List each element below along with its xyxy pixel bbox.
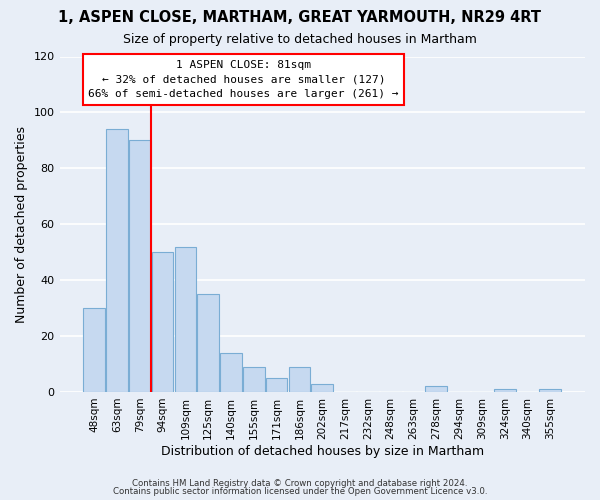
Bar: [83, 308, 105, 392]
Bar: [106, 129, 128, 392]
Bar: [175, 246, 196, 392]
Bar: [197, 294, 219, 392]
Bar: [425, 386, 447, 392]
Bar: [539, 389, 561, 392]
Bar: [289, 367, 310, 392]
Text: Size of property relative to detached houses in Martham: Size of property relative to detached ho…: [123, 32, 477, 46]
Bar: [243, 367, 265, 392]
Text: 1 ASPEN CLOSE: 81sqm
← 32% of detached houses are smaller (127)
66% of semi-deta: 1 ASPEN CLOSE: 81sqm ← 32% of detached h…: [88, 60, 399, 100]
X-axis label: Distribution of detached houses by size in Martham: Distribution of detached houses by size …: [161, 444, 484, 458]
Bar: [152, 252, 173, 392]
Bar: [129, 140, 151, 392]
Text: Contains public sector information licensed under the Open Government Licence v3: Contains public sector information licen…: [113, 487, 487, 496]
Text: 1, ASPEN CLOSE, MARTHAM, GREAT YARMOUTH, NR29 4RT: 1, ASPEN CLOSE, MARTHAM, GREAT YARMOUTH,…: [59, 10, 542, 25]
Y-axis label: Number of detached properties: Number of detached properties: [15, 126, 28, 322]
Text: Contains HM Land Registry data © Crown copyright and database right 2024.: Contains HM Land Registry data © Crown c…: [132, 478, 468, 488]
Bar: [220, 353, 242, 392]
Bar: [494, 389, 515, 392]
Bar: [311, 384, 333, 392]
Bar: [266, 378, 287, 392]
